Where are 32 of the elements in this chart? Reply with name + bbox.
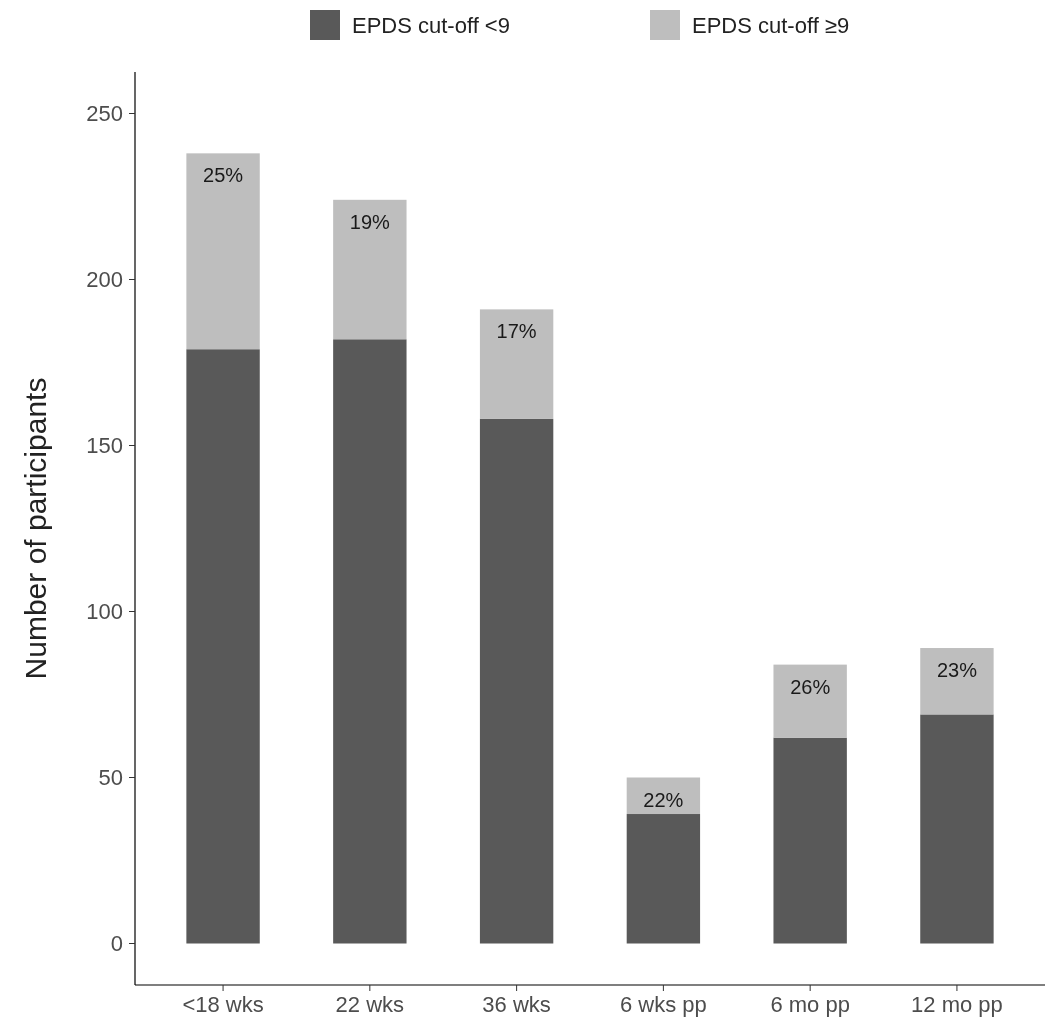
bar <box>626 814 701 944</box>
bar <box>479 309 554 419</box>
annotation: 22% <box>643 788 684 811</box>
x-tick-label: 12 mo pp <box>911 992 1003 1017</box>
y-axis-title: Number of participants <box>19 377 52 680</box>
y-tick-label: 50 <box>98 765 123 791</box>
bar <box>773 737 847 944</box>
bar <box>186 153 260 350</box>
legend-label: EPDS cut-off ≥9 <box>692 12 850 38</box>
y-tick-label: 150 <box>86 433 123 459</box>
y-tick-label: 100 <box>86 599 123 625</box>
annotation: 19% <box>349 210 391 233</box>
annotation: 26% <box>790 675 831 698</box>
y-tick-label: 200 <box>86 267 123 293</box>
bar <box>920 714 994 944</box>
x-tick-label: 6 mo pp <box>770 992 850 1017</box>
x-tick-label: <18 wks <box>182 992 264 1017</box>
annotation: 17% <box>496 320 537 343</box>
annotation: 25% <box>203 164 244 187</box>
bar <box>333 339 407 944</box>
x-tick-label: 6 wks pp <box>619 992 707 1017</box>
bar <box>333 199 407 340</box>
y-tick-label: 250 <box>86 101 123 127</box>
annotation: 23% <box>936 659 978 682</box>
x-tick-label: 22 wks <box>335 992 405 1017</box>
y-tick-label: 0 <box>110 931 123 957</box>
bar <box>186 349 260 944</box>
bar <box>773 664 847 738</box>
bar <box>920 648 994 715</box>
bar <box>479 418 554 944</box>
legend-label: EPDS cut-off <9 <box>352 12 510 38</box>
x-tick-label: 36 wks <box>482 992 551 1017</box>
